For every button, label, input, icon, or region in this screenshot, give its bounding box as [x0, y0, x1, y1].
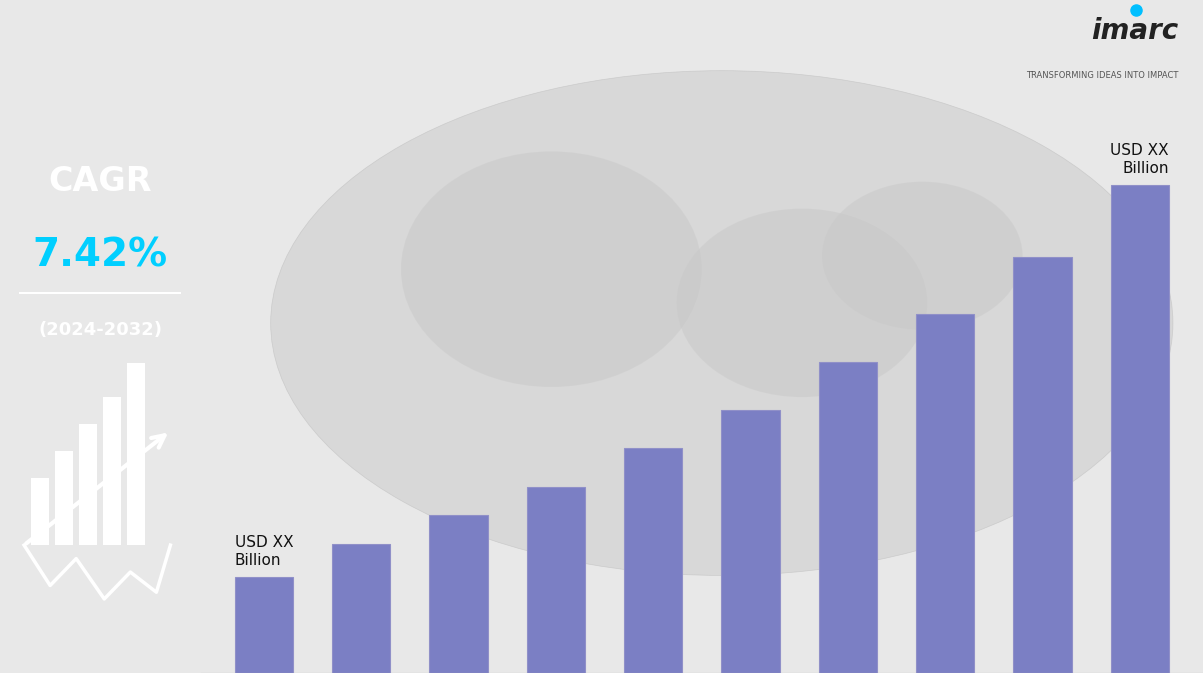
- Text: 7.42%: 7.42%: [32, 237, 167, 275]
- Bar: [332, 544, 390, 673]
- Bar: [235, 577, 294, 673]
- FancyBboxPatch shape: [79, 424, 97, 545]
- Text: USD XX
Billion: USD XX Billion: [235, 536, 294, 568]
- Text: TRANSFORMING IDEAS INTO IMPACT: TRANSFORMING IDEAS INTO IMPACT: [1026, 71, 1178, 79]
- Bar: [915, 314, 974, 673]
- Bar: [624, 448, 682, 673]
- Ellipse shape: [401, 151, 701, 387]
- Ellipse shape: [822, 182, 1023, 330]
- Text: imarc: imarc: [1091, 17, 1178, 45]
- Bar: [1110, 185, 1169, 673]
- FancyBboxPatch shape: [55, 451, 73, 545]
- Bar: [818, 362, 877, 673]
- Bar: [722, 410, 780, 673]
- Bar: [1013, 257, 1072, 673]
- FancyArrowPatch shape: [26, 435, 165, 543]
- Text: CAGR: CAGR: [48, 165, 152, 199]
- Ellipse shape: [271, 71, 1173, 575]
- FancyBboxPatch shape: [31, 478, 49, 545]
- Bar: [527, 487, 585, 673]
- FancyBboxPatch shape: [128, 363, 146, 545]
- Bar: [429, 516, 487, 673]
- Text: USD XX
Billion: USD XX Billion: [1110, 143, 1169, 176]
- Text: (2024-2032): (2024-2032): [38, 321, 162, 339]
- Ellipse shape: [676, 209, 928, 397]
- FancyBboxPatch shape: [103, 397, 122, 545]
